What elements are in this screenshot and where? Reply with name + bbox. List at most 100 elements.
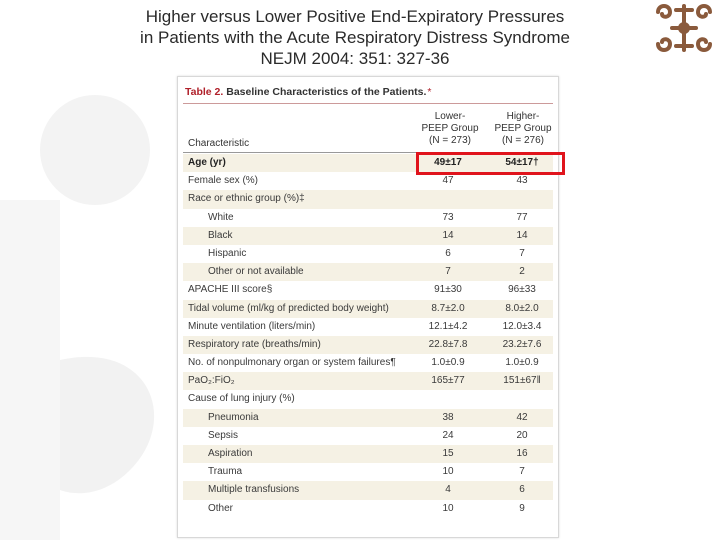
higher-peep-value: 6 — [519, 484, 525, 496]
background-watermark-graphic — [0, 95, 155, 540]
row-label: White — [208, 211, 234, 223]
lower-peep-value: 165±77 — [431, 375, 465, 387]
table-row: Multiple transfusions 4 6 — [183, 481, 553, 500]
higher-peep-value: 77 — [516, 211, 528, 223]
lower-peep-value: 1.0±0.9 — [431, 357, 465, 369]
table-row: Hispanic 6 7 — [183, 245, 553, 263]
row-label: Cause of lung injury (%) — [188, 393, 295, 405]
table-row: Pneumonia 38 42 — [183, 408, 553, 427]
higher-peep-value: 42 — [516, 411, 528, 423]
table-row: Tidal volume (ml/kg of predicted body we… — [183, 299, 553, 318]
row-label: PaO₂:FiO₂ — [188, 375, 235, 387]
baseline-characteristics-table: Table 2. Baseline Characteristics of the… — [177, 76, 559, 538]
higher-peep-value: 7 — [519, 247, 525, 259]
row-label: APACHE III score§ — [188, 284, 273, 296]
lower-peep-value: 49±17 — [434, 157, 462, 168]
column-header-line: Lower- — [434, 111, 466, 122]
column-header-lower-peep: Lower- PEEP Group (N = 273) — [416, 111, 484, 147]
table-caption: Table 2. Baseline Characteristics of the… — [185, 86, 432, 98]
row-label: Sepsis — [208, 429, 239, 441]
higher-peep-value: 43 — [516, 175, 528, 187]
table-row: No. of nonpulmonary organ or system fail… — [183, 354, 553, 372]
table-row: Aspiration 15 16 — [183, 445, 553, 464]
higher-peep-value: 54±17† — [505, 157, 539, 168]
row-label: Tidal volume (ml/kg of predicted body we… — [188, 302, 389, 314]
lower-peep-value: 47 — [442, 175, 454, 187]
row-label: Minute ventilation (liters/min) — [188, 320, 316, 332]
slide-title-line-1: Higher versus Lower Positive End-Expirat… — [145, 7, 565, 26]
lower-peep-value: 15 — [442, 448, 454, 459]
row-label: Other — [208, 502, 234, 514]
table-row: Black 14 14 — [183, 226, 553, 245]
higher-peep-value: 14 — [516, 229, 528, 241]
column-header-line: (N = 273) — [429, 135, 471, 146]
row-label: Other or not available — [208, 266, 304, 278]
higher-peep-value: 12.0±3.4 — [502, 320, 542, 332]
column-header-higher-peep: Higher- PEEP Group (N = 276) — [489, 111, 557, 147]
table-row: Minute ventilation (liters/min) 12.1±4.2… — [183, 318, 553, 336]
lower-peep-value: 14 — [442, 229, 454, 241]
lower-peep-value: 7 — [445, 266, 451, 278]
table-row: APACHE III score§ 91±30 96±33 — [183, 281, 553, 299]
higher-peep-value: 7 — [519, 466, 525, 478]
slide-title-citation: NEJM 2004: 351: 327-36 — [260, 49, 450, 68]
table-row: Other or not available 7 2 — [183, 263, 553, 282]
higher-peep-value: 16 — [516, 448, 528, 459]
column-header-characteristic: Characteristic — [188, 138, 250, 149]
lower-peep-value: 4 — [445, 484, 451, 496]
lower-peep-value: 24 — [442, 429, 454, 441]
column-header-line: (N = 276) — [502, 135, 544, 146]
table-number: Table 2. — [185, 86, 224, 98]
row-label: Black — [208, 229, 233, 241]
table-row: Cause of lung injury (%) — [183, 390, 553, 408]
table-row-age: Age (yr) 49±17 54±17† — [183, 154, 553, 173]
slide-title: Higher versus Lower Positive End-Expirat… — [60, 6, 650, 69]
row-label: Race or ethnic group (%)‡ — [188, 193, 305, 205]
lower-peep-value: 73 — [442, 211, 454, 223]
table-row: Sepsis 24 20 — [183, 427, 553, 445]
age-values-highlight-box — [416, 152, 565, 175]
lower-peep-value: 38 — [442, 411, 454, 423]
table-row: PaO₂:FiO₂ 165±77 151±67‖ — [183, 372, 553, 391]
lower-peep-value: 22.8±7.8 — [428, 338, 468, 350]
table-body: Age (yr) 49±17 54±17† Female sex (%) 47 … — [183, 154, 553, 518]
row-label: Trauma — [208, 466, 243, 478]
higher-peep-value: 9 — [519, 502, 525, 514]
row-label: Respiratory rate (breaths/min) — [188, 338, 321, 350]
caption-divider — [183, 103, 553, 104]
table-row: Respiratory rate (breaths/min) 22.8±7.8 … — [183, 335, 553, 355]
table-row: Race or ethnic group (%)‡ — [183, 190, 553, 209]
lower-peep-value: 6 — [445, 247, 451, 259]
table-row: Trauma 10 7 — [183, 463, 553, 481]
table-caption-footnote-mark: * — [427, 86, 432, 98]
table-row: Other 10 9 — [183, 500, 553, 518]
table-row: White 73 77 — [183, 209, 553, 227]
higher-peep-value: 151±67‖ — [503, 375, 541, 387]
column-header-line: PEEP Group — [421, 123, 479, 134]
lower-peep-value: 10 — [442, 502, 454, 514]
higher-peep-value: 1.0±0.9 — [505, 357, 539, 369]
higher-peep-value: 20 — [516, 429, 528, 441]
header-divider — [183, 152, 553, 153]
table-caption-text: Baseline Characteristics of the Patients… — [226, 86, 427, 98]
row-label: No. of nonpulmonary organ or system fail… — [188, 357, 396, 369]
table-row: Female sex (%) 47 43 — [183, 172, 553, 190]
ornament-logo-icon — [656, 4, 712, 52]
row-label: Age (yr) — [188, 157, 226, 168]
row-label: Multiple transfusions — [208, 484, 300, 496]
lower-peep-value: 91±30 — [434, 284, 462, 296]
higher-peep-value: 2 — [519, 266, 525, 278]
lower-peep-value: 12.1±4.2 — [428, 320, 468, 332]
higher-peep-value: 8.0±2.0 — [505, 302, 539, 314]
higher-peep-value: 96±33 — [508, 284, 536, 296]
column-header-line: PEEP Group — [494, 123, 552, 134]
row-label: Hispanic — [208, 247, 247, 259]
lower-peep-value: 10 — [442, 466, 454, 478]
column-header-line: Higher- — [506, 111, 540, 122]
row-label: Pneumonia — [208, 411, 259, 423]
row-label: Female sex (%) — [188, 175, 259, 187]
higher-peep-value: 23.2±7.6 — [502, 338, 542, 350]
slide-title-line-2: in Patients with the Acute Respiratory D… — [140, 28, 570, 47]
row-label: Aspiration — [208, 448, 253, 459]
lower-peep-value: 8.7±2.0 — [431, 302, 465, 314]
